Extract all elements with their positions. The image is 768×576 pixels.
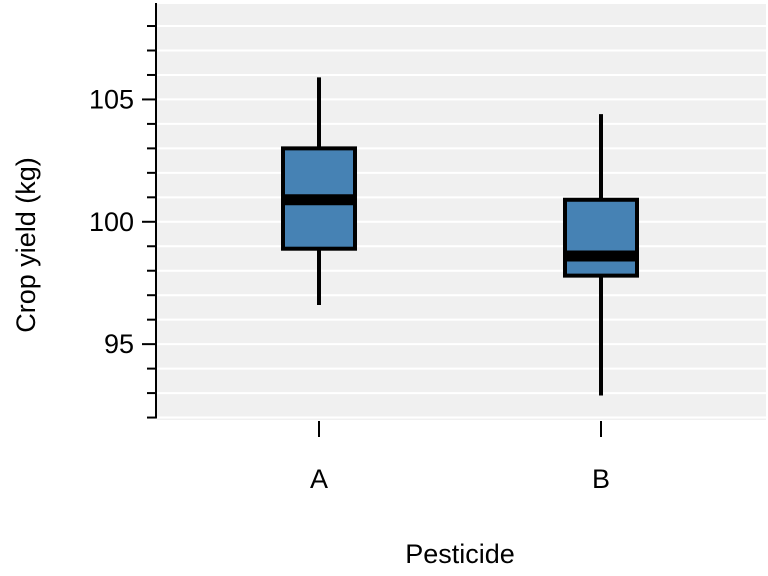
plot-panel (157, 4, 766, 420)
y-axis: 95 100 105 (89, 3, 157, 419)
box-b (563, 114, 639, 396)
box-a (281, 77, 357, 305)
grid-lines (157, 25, 766, 419)
y-tick-label: 95 (104, 329, 134, 359)
y-tick-label: 105 (89, 84, 134, 114)
x-tick-label: B (592, 464, 610, 494)
y-axis-title: Crop yield (kg) (11, 157, 41, 333)
y-tick-label: 100 (89, 207, 134, 237)
x-axis-title: Pesticide (405, 539, 515, 569)
box-series (281, 77, 639, 396)
x-tick-label: A (310, 464, 328, 494)
box-body (563, 197, 639, 278)
